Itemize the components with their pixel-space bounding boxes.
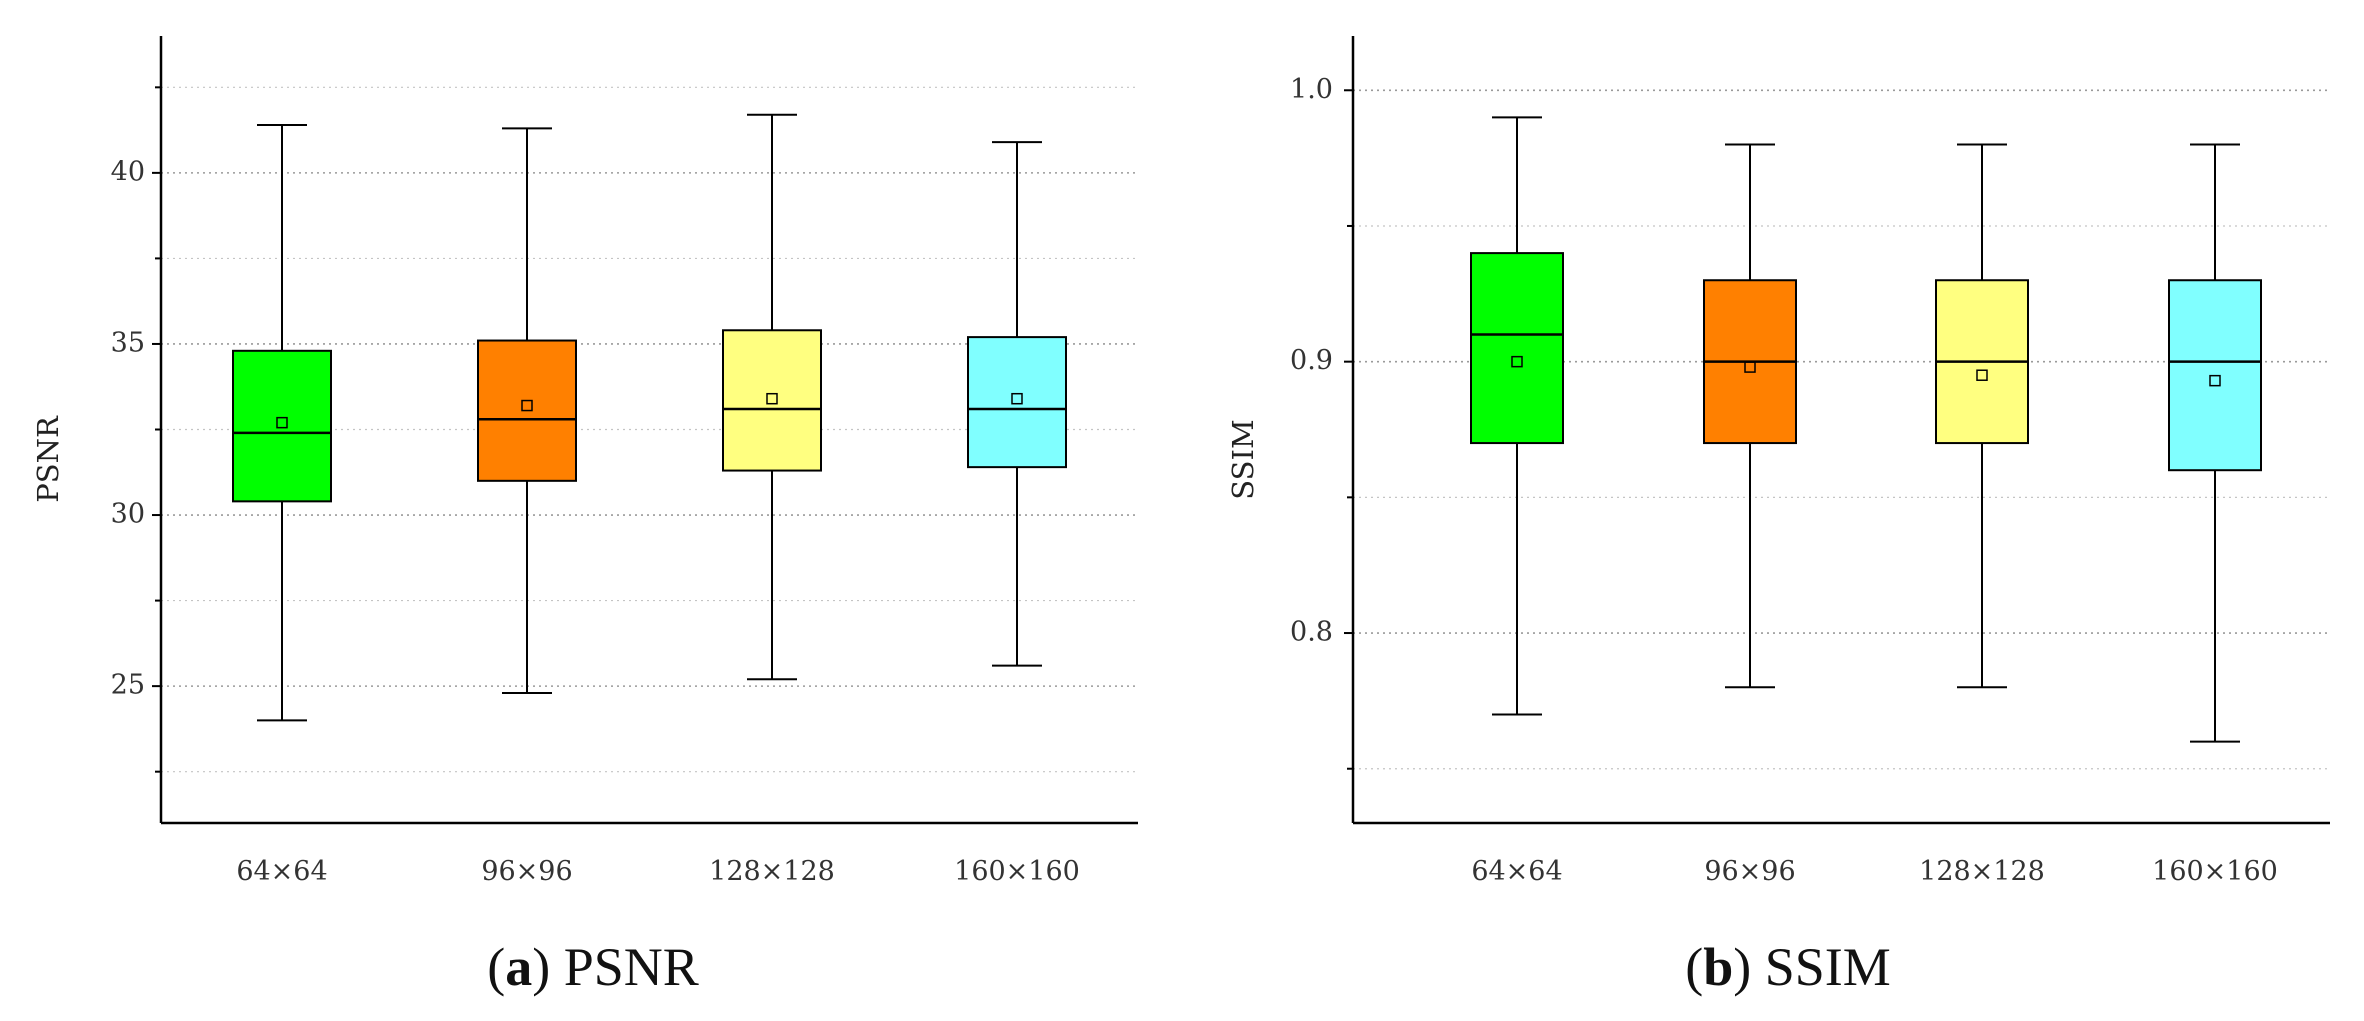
y-tick-label: 40 (111, 156, 145, 187)
box-160×160 (967, 141, 1067, 667)
box-160×160 (2168, 143, 2262, 743)
panel-ssim: 0.8 0.9 1.0 SSIM 64×64 96×96 128×128 160×160 (b)… (1226, 36, 2330, 997)
panel-psnr: 25 30 35 40 PSNR 64×64 96×96 128×128 160×160 (a) … (31, 36, 1138, 997)
y-tick-label: 30 (111, 499, 145, 530)
x-tick-label: 160×160 (954, 856, 1080, 887)
x-tick-label: 96×96 (1704, 856, 1795, 887)
x-tick-label: 128×128 (709, 856, 835, 887)
mean-marker (1511, 355, 1523, 368)
x-tick-label: 64×64 (1471, 856, 1562, 887)
y-tick-label: 35 (111, 327, 145, 358)
y-axis-label: SSIM (1226, 419, 1260, 499)
caption-text: SSIM (1765, 937, 1891, 997)
y-tick-label: 0.8 (1290, 617, 1333, 648)
x-tick-label: 96×96 (481, 856, 572, 887)
box-96×96 (477, 127, 577, 694)
box-128×128 (722, 113, 822, 681)
mean-marker (1976, 369, 1988, 381)
x-tick-label: 128×128 (1919, 856, 2045, 887)
x-tick-label: 160×160 (2152, 856, 2278, 887)
y-tick-label: 1.0 (1290, 74, 1333, 105)
box-64×64 (1470, 116, 1564, 716)
box-128×128 (1935, 143, 2029, 689)
y-tick-label: 25 (111, 670, 145, 701)
box-iqr (967, 336, 1067, 469)
panel-caption: (b) SSIM (1685, 937, 1891, 997)
mean-marker (766, 392, 778, 405)
mean-marker (1011, 392, 1023, 405)
caption-letter: b (1703, 937, 1733, 997)
box-iqr (722, 329, 822, 472)
y-axis-label: PSNR (31, 415, 65, 503)
box-64×64 (232, 123, 332, 722)
panel-caption: (a) PSNR (487, 937, 699, 997)
y-tick-label: 0.9 (1290, 345, 1333, 376)
box-96×96 (1703, 143, 1797, 689)
mean-marker (2209, 374, 2221, 387)
caption-letter: a (505, 937, 532, 997)
mean-marker (276, 416, 288, 429)
box-iqr (1470, 252, 1564, 445)
caption-text: PSNR (564, 937, 699, 997)
x-tick-label: 64×64 (236, 856, 327, 887)
mean-marker (521, 399, 533, 412)
box-iqr (232, 349, 332, 503)
mean-marker (1744, 361, 1756, 373)
